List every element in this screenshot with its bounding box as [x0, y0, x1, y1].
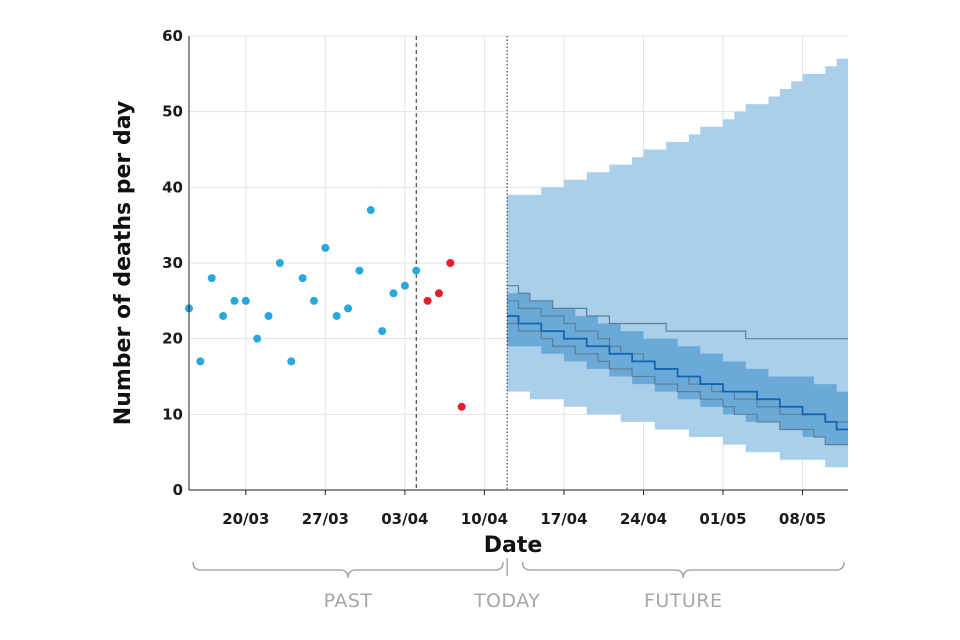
x-tick-labels: 20/03 27/03 03/04 10/04 17/04 24/04 01/05 08/05: [222, 490, 826, 528]
observed-point: [332, 311, 341, 320]
observed-point: [344, 304, 353, 313]
observed-point: [287, 357, 296, 366]
x-tick-label: 24/04: [620, 510, 667, 528]
y-tick-label: 10: [162, 405, 183, 423]
observed-point: [389, 289, 398, 298]
observed-point: [230, 296, 239, 305]
period-label: TODAY: [473, 590, 541, 612]
observed-point: [275, 259, 284, 267]
period-brace: [521, 561, 845, 579]
y-tick-label: 30: [162, 254, 183, 272]
period-annotations: PAST TODAY FUTURE: [192, 558, 845, 612]
y-tick-label: 20: [162, 330, 183, 348]
observed-point: [355, 266, 364, 275]
period-label: PAST: [324, 590, 373, 612]
x-tick-label: 10/04: [461, 510, 508, 528]
highlight-point: [434, 289, 443, 298]
observed-point: [321, 243, 330, 252]
y-tick-labels: 0 10 20 30 40 50 60: [162, 27, 183, 499]
scenario-line: [507, 322, 848, 446]
x-tick-label: 27/03: [302, 510, 349, 528]
observed-point: [253, 334, 262, 343]
observed-point: [219, 311, 228, 320]
y-tick-label: 50: [162, 103, 183, 121]
axes: [188, 36, 848, 491]
observed-point: [264, 311, 273, 320]
period-brace: [192, 561, 504, 579]
highlight-point: [457, 402, 466, 411]
y-axis-title: Number of deaths per day: [111, 101, 136, 425]
x-tick-label: 03/04: [381, 510, 428, 528]
observed-point: [298, 274, 307, 283]
period-label: FUTURE: [644, 590, 723, 612]
observed-point: [412, 266, 421, 275]
highlight-point: [446, 259, 455, 267]
y-tick-label: 60: [162, 27, 183, 45]
scenario-line: [507, 285, 848, 340]
forecast-lines: [507, 285, 848, 446]
x-tick-label: 08/05: [779, 510, 826, 528]
observed-point: [309, 296, 318, 305]
observed-point: [196, 357, 205, 366]
x-tick-label: 01/05: [699, 510, 746, 528]
observed-point: [366, 206, 375, 215]
reference-lines: [415, 36, 508, 490]
y-tick-label: 40: [162, 178, 183, 196]
median-line: [507, 315, 848, 431]
observed-point: [400, 281, 409, 290]
observed-point: [241, 296, 250, 305]
y-tick-label: 0: [173, 481, 183, 499]
x-tick-label: 20/03: [222, 510, 269, 528]
observed-points: [185, 206, 466, 411]
x-axis-title: Date: [484, 533, 543, 558]
observed-point: [378, 327, 387, 336]
observed-point: [207, 274, 216, 283]
highlight-point: [423, 296, 432, 305]
x-tick-label: 17/04: [540, 510, 587, 528]
